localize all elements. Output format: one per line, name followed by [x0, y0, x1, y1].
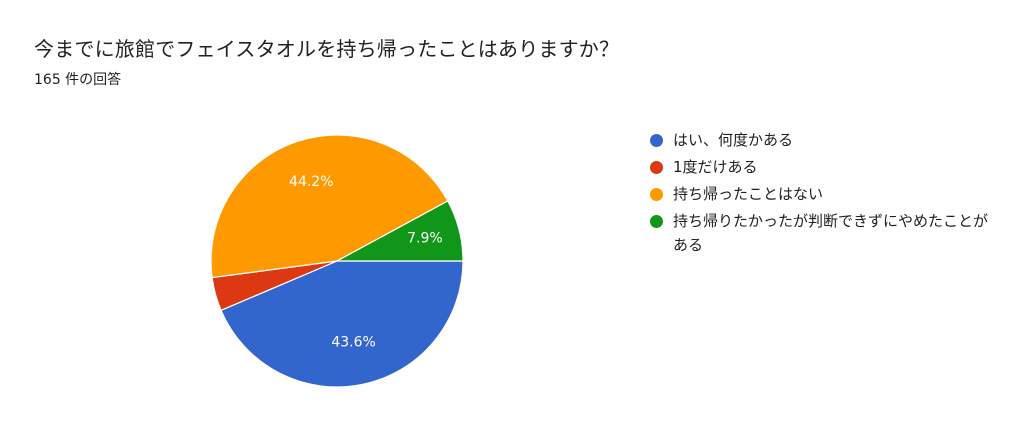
- slice-label: 43.6%: [331, 335, 375, 351]
- legend-label: 持ち帰ったことはない: [673, 185, 824, 203]
- legend-swatch: [650, 134, 663, 147]
- chart-title: 今までに旅館でフェイスタオルを持ち帰ったことはありますか？: [34, 37, 620, 61]
- legend-label: 1度だけある: [673, 158, 758, 176]
- response-count: 165 件の回答: [34, 72, 122, 88]
- legend-swatch: [650, 161, 663, 174]
- legend-item[interactable]: はい、何度かある: [650, 128, 990, 152]
- pie-slice[interactable]: [220, 260, 464, 388]
- slice-label: 7.9%: [407, 231, 443, 247]
- legend-swatch: [650, 215, 663, 228]
- legend-label: はい、何度かある: [673, 131, 794, 149]
- pie-slice[interactable]: [210, 134, 449, 279]
- legend-item[interactable]: 持ち帰りたかったが判断できずにやめたことがある: [650, 209, 990, 257]
- legend-label: 持ち帰りたかったが判断できずにやめたことがある: [673, 212, 989, 254]
- legend-swatch: [650, 188, 663, 201]
- chart-legend: はい、何度かある 1度だけある持ち帰ったことはない持ち帰りたかったが判断できずにや…: [650, 128, 990, 260]
- pie-slice[interactable]: [336, 200, 464, 262]
- legend-item[interactable]: 1度だけある: [650, 155, 990, 179]
- legend-item[interactable]: 持ち帰ったことはない: [650, 182, 990, 206]
- slice-label: 44.2%: [289, 174, 333, 190]
